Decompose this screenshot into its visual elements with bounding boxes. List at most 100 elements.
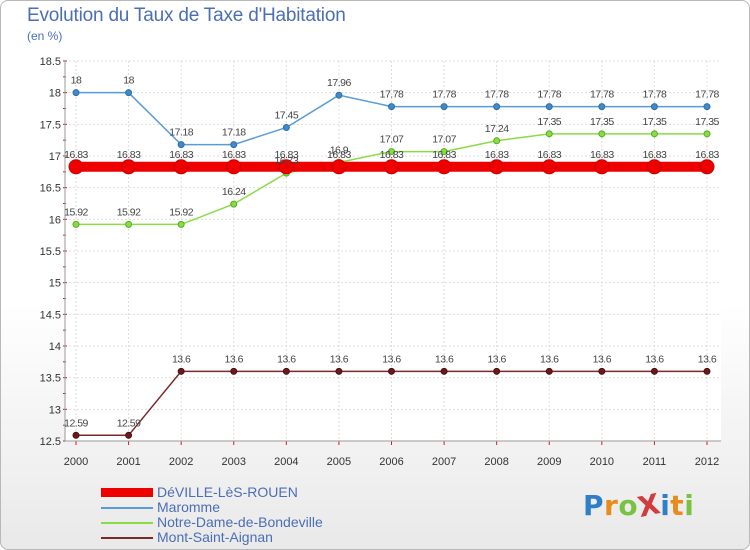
data-label: 17.78: [695, 89, 719, 101]
data-point-3: [72, 431, 80, 439]
legend-label: Maromme: [157, 499, 221, 515]
data-point-3: [440, 367, 448, 375]
data-point-1: [230, 141, 238, 149]
x-tick-label: 2012: [695, 456, 719, 468]
y-tick-label: 13.5: [40, 373, 61, 385]
y-tick-label: 18.5: [40, 56, 61, 68]
data-point-0: [331, 159, 347, 175]
x-tick-label: 2008: [484, 456, 508, 468]
data-label: 15.92: [64, 206, 88, 218]
data-point-3: [125, 431, 133, 439]
y-tick-label: 16: [49, 214, 61, 226]
data-point-0: [594, 159, 610, 175]
data-label: 13.6: [277, 353, 296, 365]
data-label: 16.83: [64, 149, 88, 161]
data-point-0: [699, 159, 715, 175]
legend-swatch: [101, 488, 153, 497]
x-tick-label: 2002: [169, 456, 193, 468]
data-label: 17.35: [643, 116, 667, 128]
logo-letter: i: [660, 489, 671, 522]
data-label: 17.45: [274, 110, 298, 122]
data-label: 13.6: [698, 353, 717, 365]
data-point-0: [646, 159, 662, 175]
data-label: 16.83: [695, 149, 719, 161]
data-point-0: [384, 159, 399, 175]
data-label: 16.24: [222, 186, 246, 198]
data-point-1: [282, 124, 290, 131]
logo-letter: X: [634, 487, 664, 524]
data-point-3: [493, 367, 501, 375]
x-tick-label: 2006: [379, 456, 403, 468]
data-label: 16.83: [274, 149, 298, 161]
data-point-1: [650, 103, 658, 111]
data-label: 16.83: [590, 149, 614, 161]
data-label: 17.78: [432, 89, 456, 101]
data-label: 15.92: [117, 206, 141, 218]
legend-swatch: [101, 521, 153, 524]
data-label: 17.35: [537, 116, 561, 128]
logo-letter: i: [684, 489, 695, 522]
x-tick-label: 2005: [327, 456, 351, 468]
data-label: 17.24: [485, 123, 509, 135]
data-point-2: [230, 200, 238, 208]
data-label: 17.78: [380, 89, 404, 101]
data-label: 15.92: [169, 206, 193, 218]
data-label: 16.83: [432, 149, 456, 161]
y-tick-label: 17.5: [40, 119, 61, 131]
logo-letter: r: [604, 489, 619, 522]
data-point-1: [440, 103, 448, 111]
data-label: 12.59: [117, 417, 141, 429]
legend-item: DéVILLE-LèS-ROUEN: [101, 485, 323, 500]
data-label: 13.6: [382, 353, 401, 365]
x-tick-label: 2007: [432, 456, 456, 468]
data-point-1: [598, 103, 606, 111]
data-label: 18: [123, 75, 134, 87]
data-point-0: [278, 159, 294, 175]
data-point-3: [388, 367, 395, 375]
y-tick-label: 15: [49, 278, 61, 290]
data-point-1: [493, 103, 501, 111]
data-point-3: [230, 367, 238, 375]
y-tick-label: 14: [49, 341, 61, 353]
data-point-2: [440, 148, 448, 156]
data-point-2: [703, 130, 711, 138]
data-point-1: [545, 103, 553, 111]
y-tick-label: 15.5: [40, 246, 61, 258]
data-point-3: [703, 367, 711, 375]
legend-label: DéVILLE-LèS-ROUEN: [157, 484, 298, 500]
x-tick-label: 2001: [116, 456, 140, 468]
data-point-0: [68, 159, 84, 175]
data-label: 17.78: [643, 89, 667, 101]
data-label: 17.78: [485, 89, 509, 101]
legend-item: Maromme: [101, 500, 323, 515]
data-label: 17.07: [432, 134, 456, 146]
x-tick-label: 2004: [274, 456, 298, 468]
data-point-1: [335, 91, 343, 99]
chart-legend: DéVILLE-LèS-ROUEN Maromme Notre-Dame-de-Bo…: [101, 485, 323, 545]
data-point-0: [173, 159, 189, 175]
data-label: 17.35: [695, 116, 719, 128]
data-label: 16.83: [485, 149, 509, 161]
data-label: 13.6: [645, 353, 664, 365]
data-point-2: [598, 130, 606, 138]
data-point-3: [282, 367, 290, 375]
data-label: 16.73: [274, 155, 298, 167]
data-point-3: [650, 367, 658, 375]
data-label: 16.83: [537, 149, 561, 161]
data-label: 13.6: [172, 353, 191, 365]
data-point-2: [72, 220, 80, 228]
data-label: 13.6: [330, 353, 349, 365]
data-point-1: [72, 89, 80, 97]
data-point-2: [125, 220, 133, 228]
data-label: 16.83: [117, 149, 141, 161]
data-label: 16.83: [380, 149, 404, 161]
y-tick-label: 16.5: [40, 183, 61, 195]
data-label: 17.96: [327, 77, 351, 89]
data-label: 17.07: [380, 134, 404, 146]
logo-letter: P: [583, 489, 605, 522]
chart-title: Evolution du Taux de Taxe d'Habitation: [27, 5, 346, 26]
data-point-2: [388, 148, 395, 156]
data-label: 16.83: [327, 149, 351, 161]
data-point-3: [335, 367, 343, 375]
